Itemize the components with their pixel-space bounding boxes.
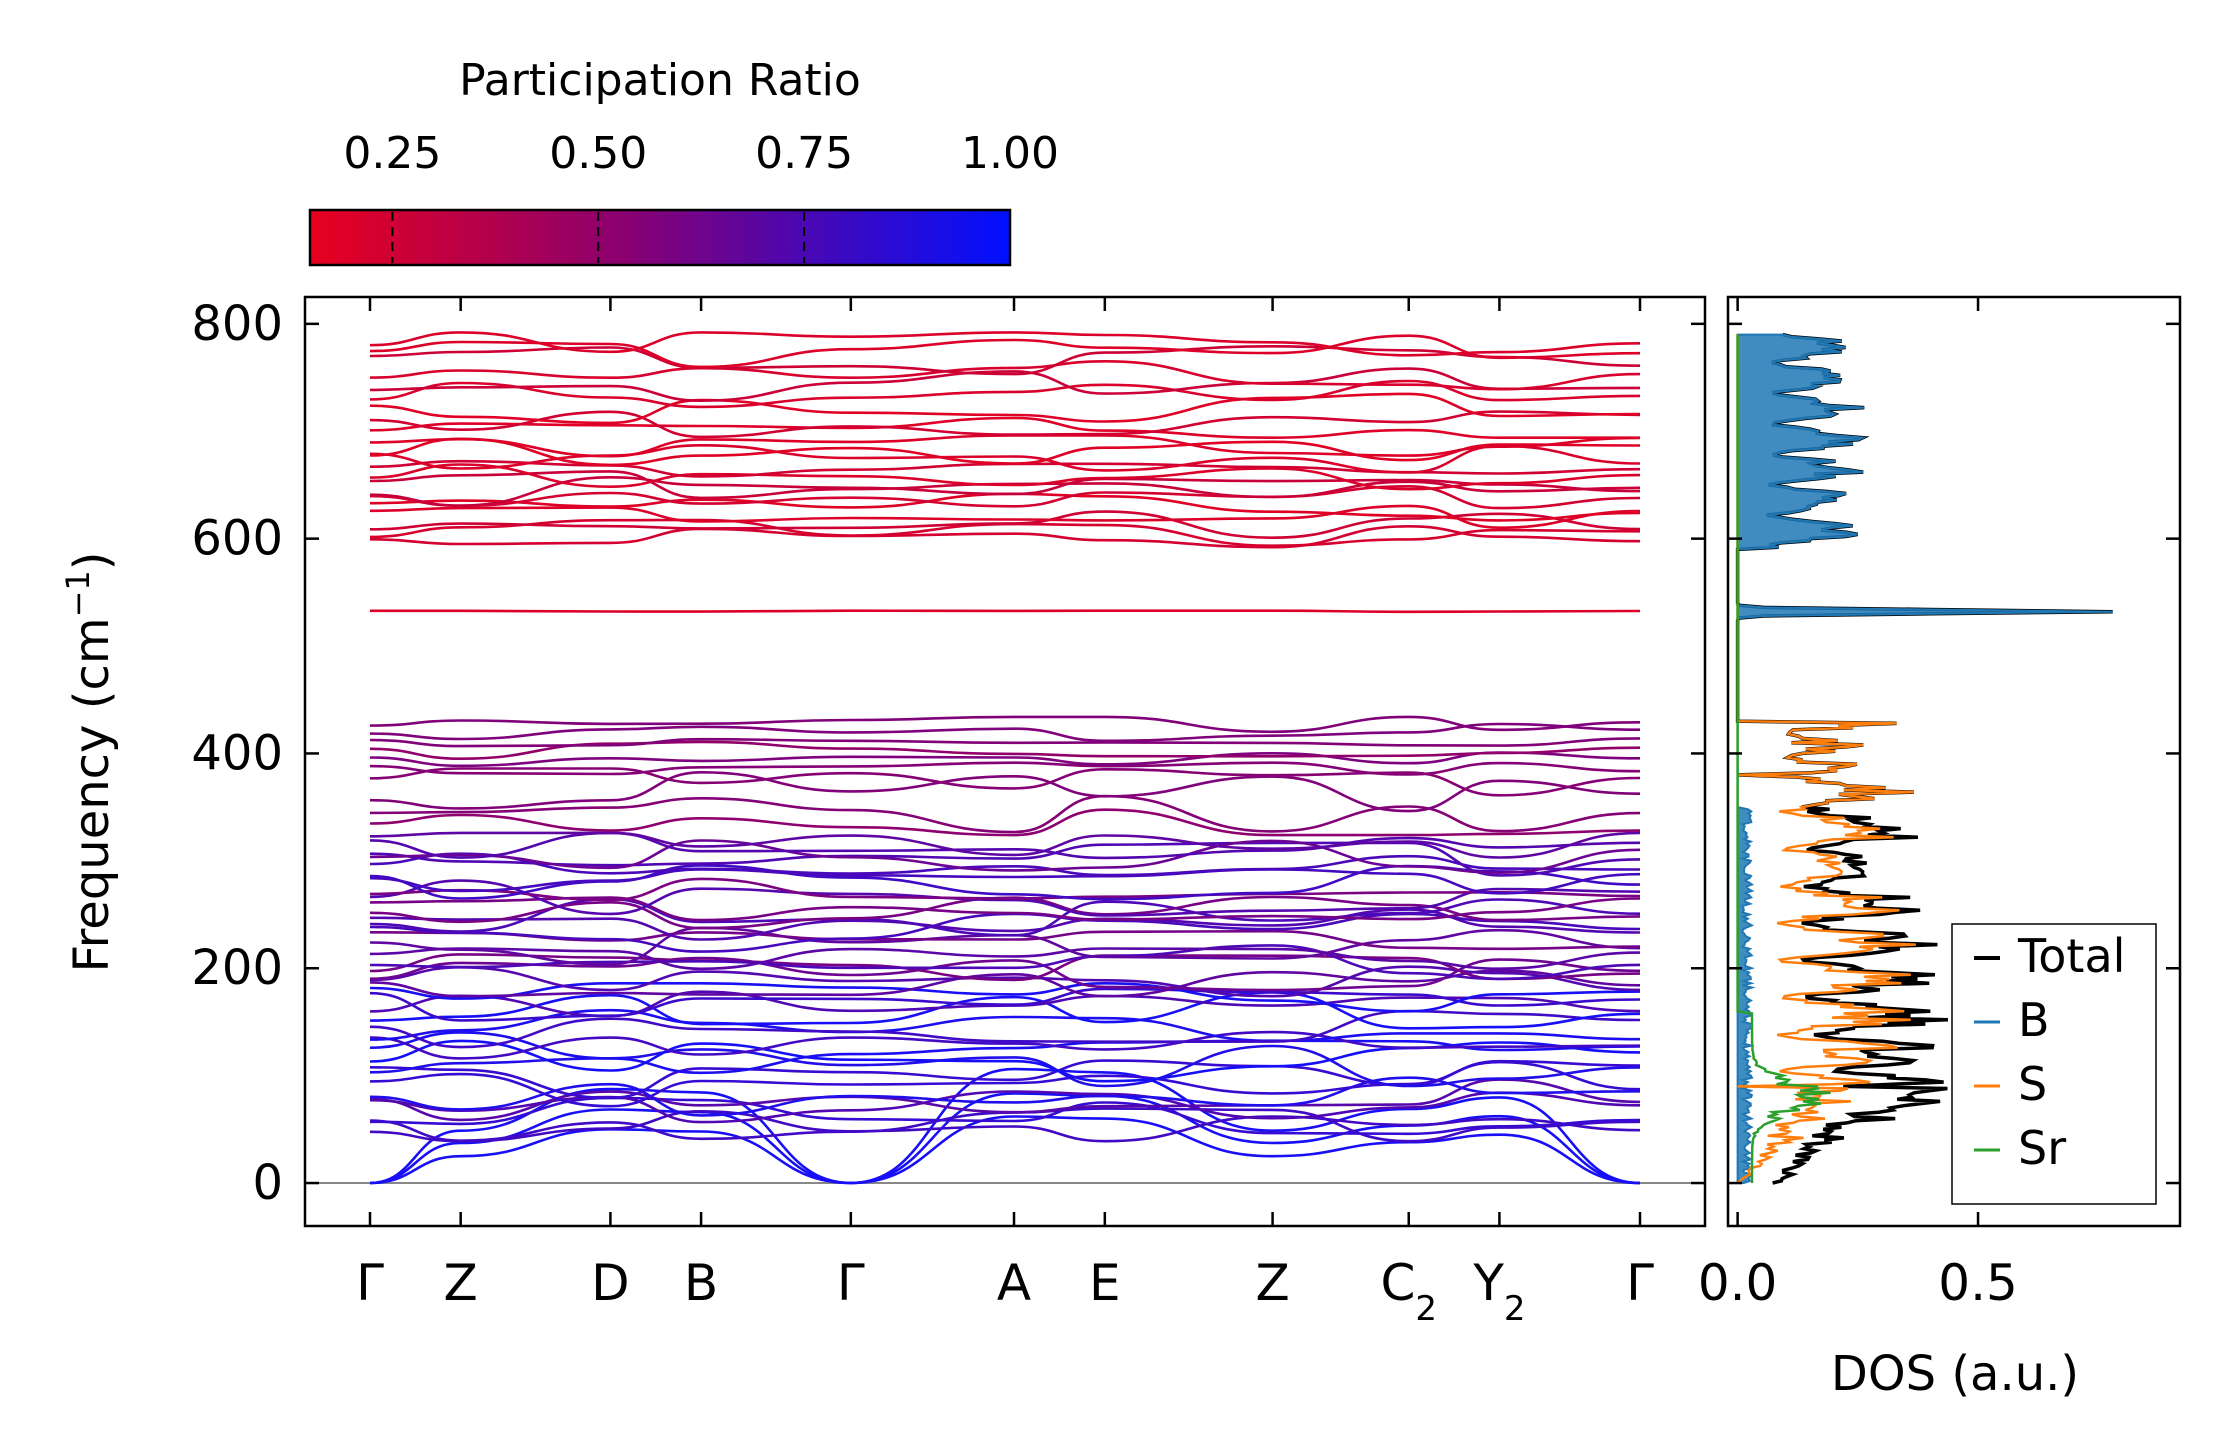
phonon-branch [369,879,1641,917]
phonon-branch [369,761,1641,776]
dos-x-tick-label: 0.5 [1938,1254,2018,1312]
phonon-branch [369,808,1641,837]
phonon-branch [369,877,1641,902]
colorbar-title: Participation Ratio [459,55,861,106]
phonon-branch [369,767,1641,797]
k-point-label: A [997,1254,1031,1312]
dos-curves [1735,332,2113,1185]
y-tick-label: 800 [191,296,283,352]
phonon-branch [369,1090,1641,1124]
phonon-branch [369,410,1641,439]
colorbar-tick-label: 1.00 [961,128,1059,179]
phonon-branch [369,751,1641,768]
phonon-branch [369,334,1641,369]
phonon-branch [369,794,1641,834]
phonon-branch [369,852,1641,877]
phonon-branch [369,969,1641,998]
acoustic-branch [369,1115,1641,1185]
k-point-label: Γ [1626,1254,1654,1312]
phonon-branch [369,504,1641,530]
colorbar: Participation Ratio 0.25 0.50 0.75 1.00 [308,55,1059,267]
k-point-label: B [684,1254,718,1312]
k-point-label: Γ [837,1254,865,1312]
phonon-branch [369,344,1641,376]
phonon-branch [369,841,1641,877]
phonon-branch [369,929,1641,951]
phonon-branch [369,991,1641,1030]
dos-x-tick-label: 0.0 [1698,1254,1778,1312]
legend-box [1951,923,2157,1205]
y-tick-label: 200 [191,940,283,996]
legend-label: S [2018,1057,2047,1111]
phonon-branch [369,831,1641,859]
colorbar-tick-label: 0.75 [755,128,853,179]
phonon-branch [369,740,1641,761]
phonon-branch [369,1044,1641,1088]
phonon-branch [369,1109,1641,1143]
phonon-branch [369,987,1641,1022]
phonon-branch [369,392,1641,425]
legend-label: Sr [2018,1121,2066,1175]
legend-label: Total [2017,929,2125,983]
dos-panel: 0.0 0.5 DOS (a.u.) Total BS Sr [1698,295,2182,1402]
phonon-branch [370,609,1641,614]
phonon-branch [369,463,1641,491]
phonon-branch [369,1059,1641,1100]
k-point-label: Z [444,1254,478,1312]
colorbar-tick-label: 0.50 [549,128,647,179]
phonon-branch [369,897,1641,937]
phonon-branch [369,737,1641,748]
phonon-branch [369,1076,1641,1117]
dos-sr-curve [1736,334,1831,1183]
k-point-label: Γ [356,1254,384,1312]
phonon-branch [369,947,1641,971]
phonon-branch [369,331,1641,357]
phonon-branch [369,908,1641,941]
phonon-branch [369,475,1641,507]
phonon-branch [369,367,1641,403]
phonon-branch [369,359,1641,391]
phonon-branch [369,839,1641,875]
dos-axes-frame [1726,295,2182,1228]
phonon-branch [369,770,1641,813]
phonon-branch [369,1031,1641,1075]
phonon-branch [369,965,1641,998]
phonon-branch [369,484,1641,510]
y-tick-label: 400 [191,725,283,781]
dos-x-axis-label: DOS (a.u.) [1831,1346,2079,1402]
phonon-branch [369,437,1641,467]
k-point-label: C2 [1380,1254,1437,1329]
k-point-label: E [1089,1254,1121,1312]
k-point-label: Z [1255,1254,1289,1312]
phonon-branch [369,868,1641,895]
phonon-branch [369,1009,1641,1049]
colorbar-gradient [308,208,1012,267]
y-axis-label: Frequency (cm−1) [59,551,120,972]
k-point-label: Y2 [1472,1254,1525,1329]
phonon-branch [369,956,1641,992]
phonon-branch [369,926,1641,966]
phonon-branch [369,1030,1641,1060]
phonon-branch [369,1107,1641,1143]
phonon-branch [369,434,1641,458]
band-axes-frame [303,295,1707,1228]
phonon-branches [305,331,1705,1185]
phonon-branch [369,715,1641,734]
phonon-branch [369,443,1641,474]
band-structure-panel: 0 200 400 600 800 Γ Z D B Γ A E Z C2 Y2 Γ Frequency (c… [59,295,1707,1329]
y-tick-label: 0 [252,1155,283,1211]
phonon-branch [369,722,1641,743]
legend-label: B [2018,993,2050,1047]
colorbar-tick-label: 0.25 [343,128,441,179]
k-point-label: D [591,1254,630,1312]
phonon-branch [369,416,1640,440]
phonon-branch [369,524,1641,549]
dos-legend: Total BS Sr [1951,923,2157,1205]
phonon-branch [369,831,1641,860]
y-tick-label: 600 [191,511,283,567]
